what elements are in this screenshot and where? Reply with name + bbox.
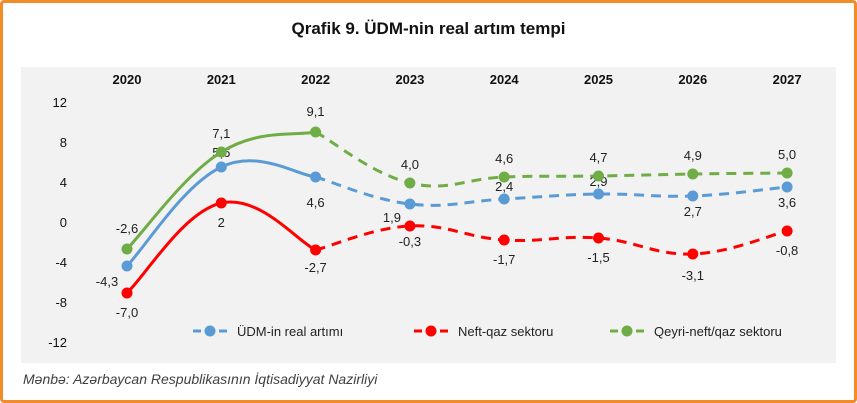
data-point bbox=[498, 171, 510, 183]
y-tick-label: -4 bbox=[55, 255, 67, 270]
data-point bbox=[404, 198, 416, 210]
data-label: 2,7 bbox=[684, 204, 702, 219]
y-tick-label: 12 bbox=[53, 95, 67, 110]
legend-marker bbox=[204, 325, 216, 337]
series-line-dashed bbox=[315, 175, 788, 207]
data-point bbox=[593, 232, 604, 244]
legend-label: Neft-qaz sektoru bbox=[458, 324, 553, 339]
x-tick-label: 2025 bbox=[584, 72, 613, 87]
series-line-dashed bbox=[314, 130, 788, 188]
x-tick-label: 2026 bbox=[678, 72, 707, 87]
data-label: -0,3 bbox=[399, 234, 421, 249]
chart-svg: 2020 2021 2022 2023 2024 2025 2026 2027 12 8 4 0 -4 -… bbox=[48, 72, 802, 350]
data-point bbox=[215, 146, 227, 158]
data-label: 4,9 bbox=[684, 148, 702, 163]
series-line-dashed bbox=[315, 224, 788, 256]
data-label: 2 bbox=[218, 215, 225, 230]
data-point bbox=[121, 287, 133, 299]
data-point bbox=[215, 161, 227, 173]
y-tick-label: 8 bbox=[60, 135, 67, 150]
x-tick-label: 2024 bbox=[490, 72, 520, 87]
legend-marker bbox=[621, 325, 633, 337]
data-point bbox=[781, 167, 793, 179]
data-label: -1,7 bbox=[493, 252, 515, 267]
legend-marker bbox=[425, 325, 437, 337]
data-point bbox=[687, 190, 699, 202]
data-point bbox=[310, 171, 322, 183]
legend-label: ÜDM-in real artımı bbox=[237, 324, 343, 339]
data-point bbox=[404, 220, 416, 232]
data-point bbox=[593, 170, 604, 182]
x-tick-label: 2027 bbox=[773, 72, 802, 87]
data-label: -7,0 bbox=[116, 305, 138, 320]
data-label: 4,7 bbox=[589, 150, 607, 165]
data-label: 4,6 bbox=[307, 195, 325, 210]
data-point bbox=[310, 244, 322, 256]
data-point bbox=[687, 248, 699, 260]
data-label: 4,6 bbox=[495, 151, 513, 166]
chart-title: Qrafik 9. ÜDM-nin real artım tempi bbox=[291, 19, 566, 38]
data-point bbox=[781, 225, 793, 237]
data-label: 7,1 bbox=[212, 126, 230, 141]
y-tick-label: -8 bbox=[55, 295, 67, 310]
data-label: -3,1 bbox=[682, 268, 704, 283]
data-label: 1,9 bbox=[383, 210, 401, 225]
y-tick-label: -12 bbox=[48, 335, 67, 350]
data-label: 3,6 bbox=[778, 195, 796, 210]
y-tick-label: 4 bbox=[60, 175, 67, 190]
data-point bbox=[310, 126, 322, 138]
data-point bbox=[593, 188, 604, 200]
source-note: Mənbə: Azərbaycan Respublikasının İqtisa… bbox=[23, 371, 378, 387]
data-label: -2,7 bbox=[304, 260, 326, 275]
data-label: -0,8 bbox=[776, 243, 798, 258]
data-point bbox=[215, 197, 227, 209]
data-point bbox=[404, 177, 416, 189]
data-label: 2,4 bbox=[495, 179, 513, 194]
data-label: 4,0 bbox=[401, 157, 419, 172]
data-label: 5,0 bbox=[778, 147, 796, 162]
x-tick-label: 2020 bbox=[113, 72, 142, 87]
y-tick-label: 0 bbox=[60, 215, 67, 230]
series-line-solid bbox=[125, 159, 318, 268]
x-tick-label: 2022 bbox=[301, 72, 330, 87]
x-tick-label: 2023 bbox=[395, 72, 424, 87]
data-label: -1,5 bbox=[587, 250, 609, 265]
data-label: -2,6 bbox=[116, 221, 138, 236]
legend-label: Qeyri-neft/qaz sektoru bbox=[654, 324, 782, 339]
data-point bbox=[687, 168, 699, 180]
x-tick-label: 2021 bbox=[207, 72, 236, 87]
data-point bbox=[121, 243, 133, 255]
data-point bbox=[781, 181, 793, 193]
data-point bbox=[498, 193, 510, 205]
data-label: -4,3 bbox=[96, 274, 118, 289]
data-point bbox=[498, 234, 510, 246]
data-point bbox=[121, 260, 133, 272]
data-label: 9,1 bbox=[307, 104, 325, 119]
